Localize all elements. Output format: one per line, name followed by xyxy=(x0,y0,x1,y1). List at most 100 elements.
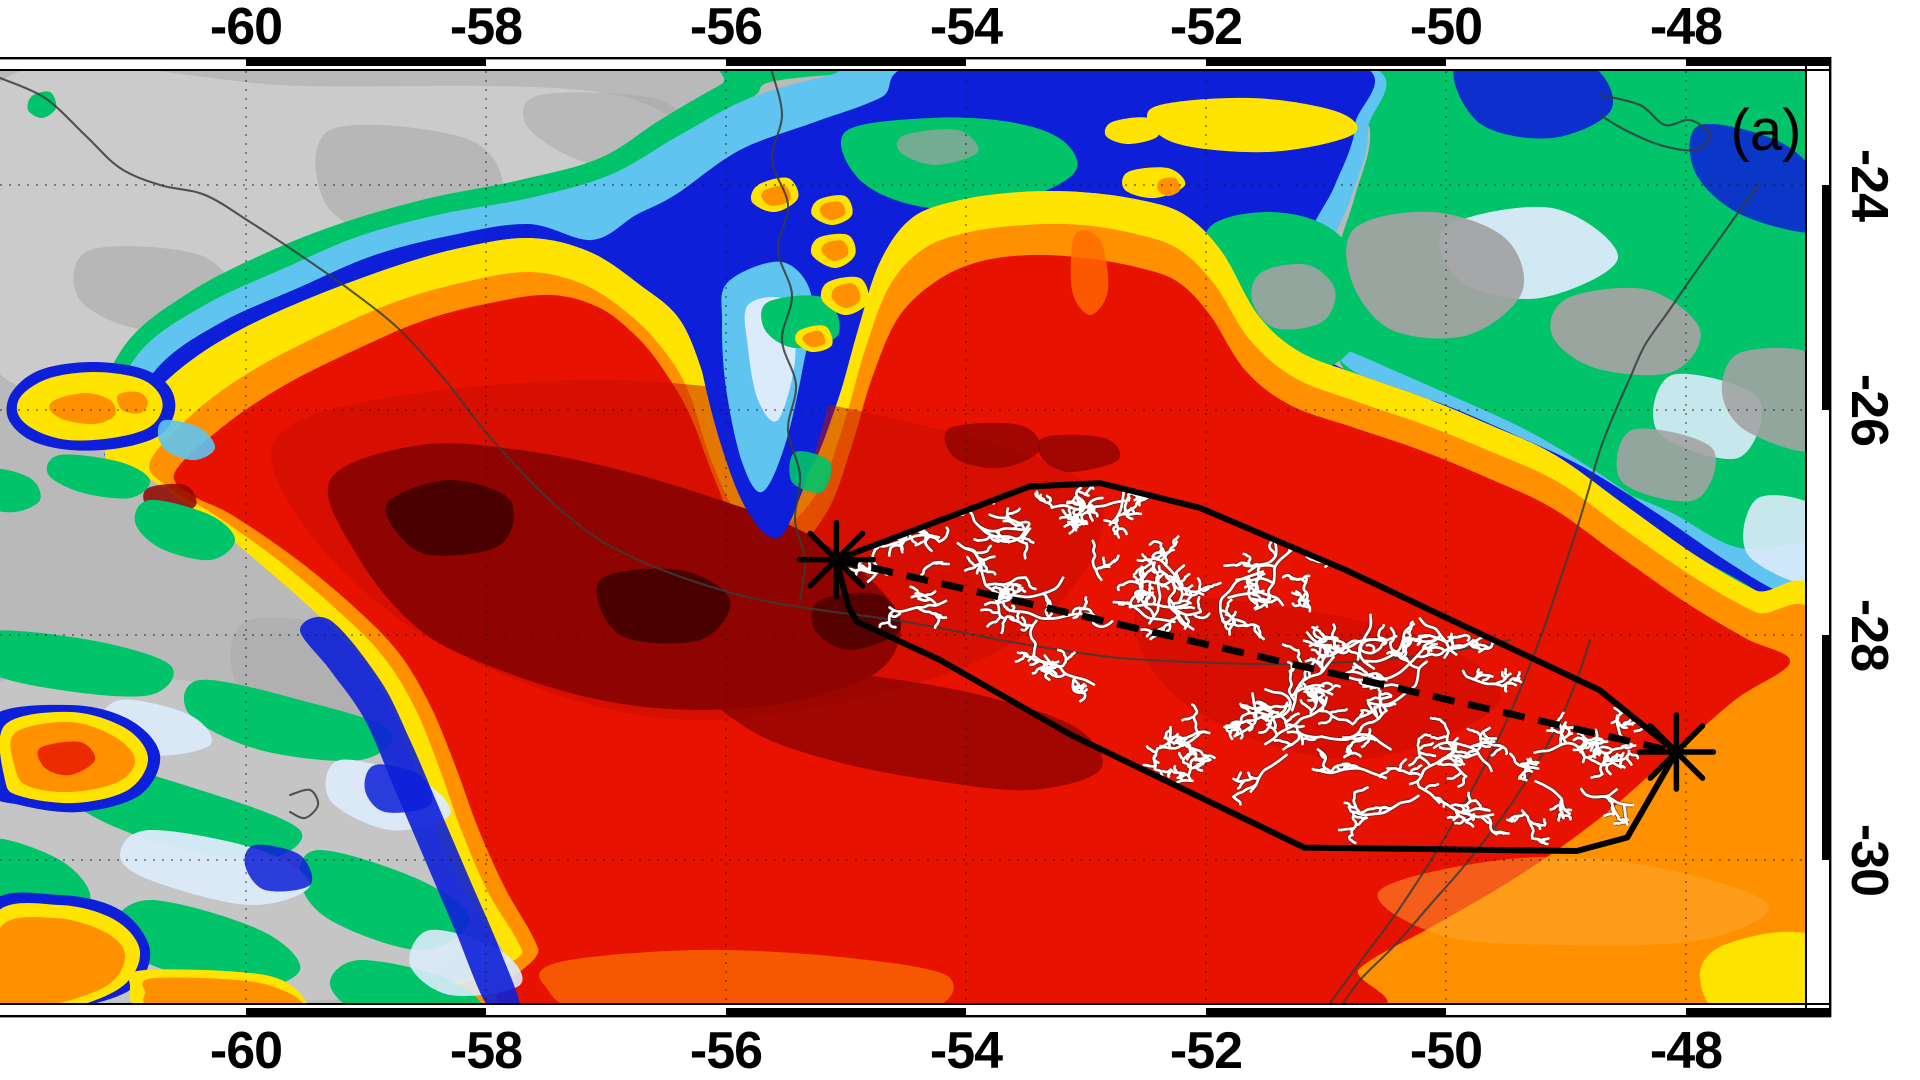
flash-trace xyxy=(1358,639,1386,655)
graticule-grid xyxy=(0,71,1805,1003)
flash-trace xyxy=(1061,508,1070,520)
gray-in-green-4 xyxy=(1616,428,1716,502)
track-start-marker xyxy=(796,519,877,600)
flash-trace xyxy=(1142,763,1157,768)
flash-trace xyxy=(1353,662,1369,677)
flash-trace xyxy=(1071,606,1097,621)
flash-trace xyxy=(1094,558,1117,572)
flash-trace xyxy=(1386,766,1423,778)
flash-trace xyxy=(1448,799,1477,808)
flash-trace xyxy=(1182,740,1205,757)
lat-tick-label-right: -26 xyxy=(1840,374,1898,446)
flash-trace xyxy=(1070,516,1075,529)
bottom-orange-wash xyxy=(539,949,954,1003)
flash-trace xyxy=(1351,711,1365,726)
flash-trace xyxy=(1169,768,1190,777)
flash-trace xyxy=(1281,643,1300,652)
flash-trace xyxy=(1598,753,1608,776)
flash-trace xyxy=(1408,764,1423,776)
flash-trace xyxy=(878,620,891,629)
flash-trace xyxy=(1302,577,1312,613)
west-storm-orange-1 xyxy=(49,393,116,425)
flash-trace xyxy=(1231,618,1250,627)
flash-trace xyxy=(1011,582,1022,593)
cell-3-orange xyxy=(821,240,849,262)
flash-trace xyxy=(1416,739,1432,768)
flash-trace xyxy=(1418,617,1451,659)
flash-trace xyxy=(1319,750,1333,775)
se-yellow-corner xyxy=(1699,931,1805,1003)
flash-trace xyxy=(1572,739,1598,752)
flash-trace xyxy=(1075,486,1087,509)
lat-tick-label-right: -24 xyxy=(1840,149,1898,222)
flash-trace xyxy=(1441,752,1479,760)
flash-trace xyxy=(1613,820,1628,825)
flash-trace xyxy=(1192,711,1199,735)
flash-trace xyxy=(956,541,1010,600)
flash-trace xyxy=(1310,648,1325,661)
flash-trace xyxy=(1423,782,1440,792)
flash-trace xyxy=(1112,600,1176,624)
flash-trace xyxy=(1027,619,1038,662)
flash-trace xyxy=(1085,510,1094,522)
flash-trace xyxy=(1413,634,1443,643)
flash-trace xyxy=(1320,733,1392,751)
lon-tick-label-top: -54 xyxy=(930,0,1003,56)
flash-trace xyxy=(1010,609,1091,621)
flash-trace xyxy=(1555,711,1565,724)
flash-trace xyxy=(1171,599,1192,605)
flash-trace xyxy=(1471,639,1481,650)
ir-brightness-temperature-field xyxy=(0,71,1805,1003)
flash-trace xyxy=(1484,814,1498,836)
flash-trace xyxy=(1480,815,1493,825)
flash-trace xyxy=(975,544,993,555)
west-green-edge xyxy=(0,468,41,513)
west-storm-green-2 xyxy=(134,499,235,561)
flash-trace xyxy=(1004,615,1015,622)
flash-trace xyxy=(1315,766,1387,780)
flash-trace xyxy=(1254,703,1292,711)
flash-trace xyxy=(1600,745,1614,752)
flash-trace xyxy=(1400,636,1411,644)
flash-trace xyxy=(1546,728,1562,734)
sw-blue-bit-1 xyxy=(244,844,313,892)
flash-trace xyxy=(1590,772,1604,779)
gray-in-green-2 xyxy=(1550,287,1701,376)
flash-trace xyxy=(1463,633,1471,642)
flash-trace xyxy=(1163,729,1172,740)
flash-trace xyxy=(1345,750,1362,758)
zebra-segment-bottom xyxy=(1206,1008,1446,1017)
flash-trace xyxy=(1527,819,1546,827)
flash-trace xyxy=(1080,513,1086,526)
flash-trace xyxy=(1317,709,1354,726)
flash-trace xyxy=(1160,576,1180,587)
flash-trace xyxy=(1245,719,1254,732)
flash-trace xyxy=(1397,758,1408,772)
flash-trace xyxy=(1148,540,1163,546)
flash-trace xyxy=(1534,779,1572,816)
flash-trace xyxy=(1295,590,1309,606)
flash-trace xyxy=(1343,801,1358,810)
flash-trace xyxy=(1253,623,1262,639)
lon-tick-label-top: -60 xyxy=(210,0,282,56)
flash-trace xyxy=(1257,625,1266,641)
flash-trace xyxy=(1045,494,1053,505)
flash-trace xyxy=(1196,596,1202,614)
flash-trace xyxy=(1047,669,1059,678)
flash-trace xyxy=(1181,752,1198,764)
cell-4-orange xyxy=(831,283,861,309)
track-end-marker xyxy=(1636,712,1717,792)
lon-tick-label-bottom: -58 xyxy=(450,1022,522,1080)
lon-tick-label-bottom: -56 xyxy=(690,1022,762,1080)
flash-trace xyxy=(1112,524,1119,536)
pale-blob-4 xyxy=(1743,495,1805,585)
cyan-band xyxy=(84,71,1805,606)
flash-trace xyxy=(1350,810,1358,837)
zebra-segment-right xyxy=(1822,635,1831,860)
flash-trace xyxy=(1221,619,1260,629)
west-storm-green-1 xyxy=(46,454,151,499)
flash-trace xyxy=(1065,498,1131,509)
flash-trace xyxy=(1227,590,1285,607)
flash-trace xyxy=(1461,804,1470,813)
